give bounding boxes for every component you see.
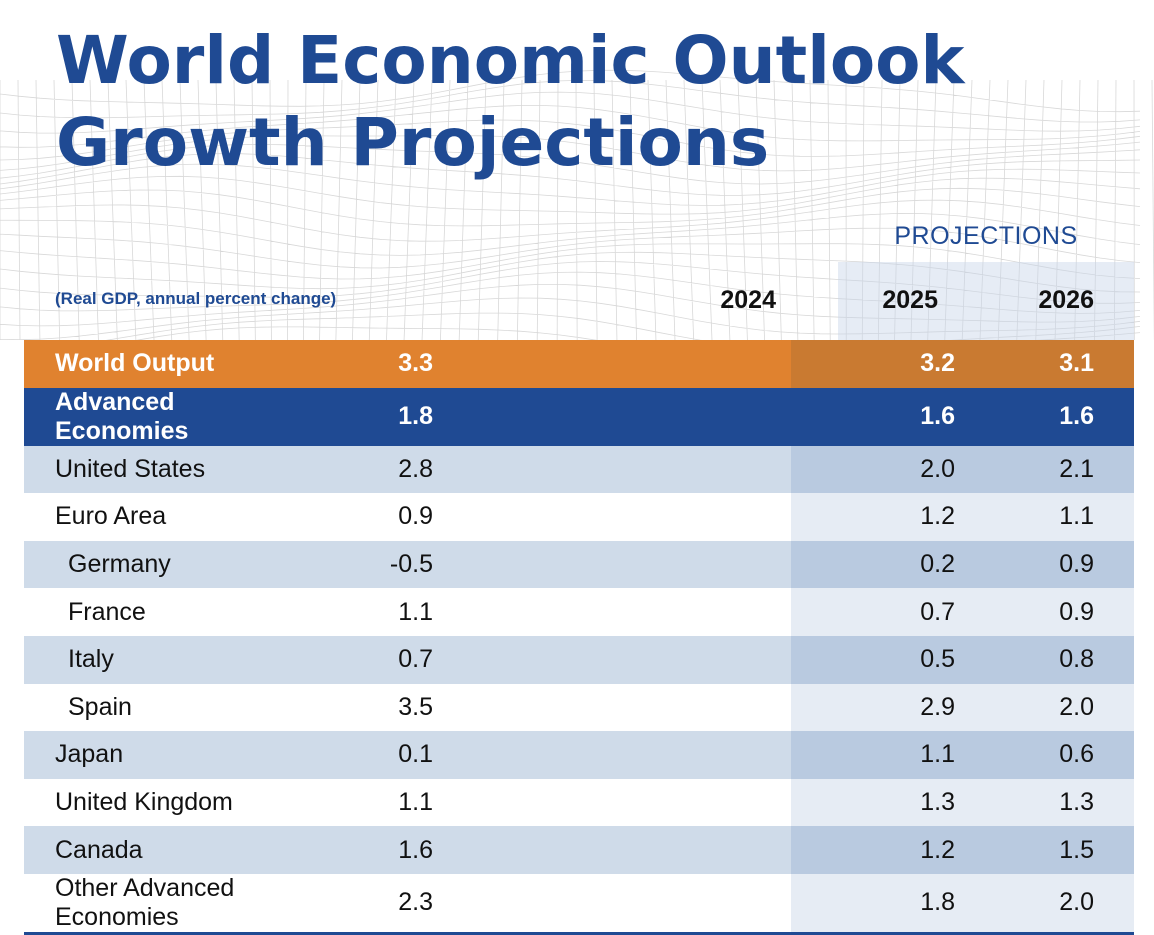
value-cell-2025: 0.7	[791, 588, 955, 636]
row-label: Canada	[24, 826, 303, 874]
value-cell-2025: 1.8	[791, 873, 955, 935]
value-cell-2024: 2.3	[303, 873, 791, 935]
value-cell-2024: 0.9	[303, 493, 791, 541]
table-row: Other Advanced Economies 2.3 1.8 2.0	[24, 873, 1134, 935]
growth-table: World Output 3.3 3.2 3.1 Advanced Economies 1…	[24, 340, 1134, 935]
value-cell-2025: 1.2	[791, 826, 955, 874]
row-label: France	[24, 588, 303, 636]
table-row: Euro Area 0.9 1.2 1.1	[24, 493, 1134, 541]
row-label: Euro Area	[24, 493, 303, 541]
table-subtitle: (Real GDP, annual percent change)	[55, 289, 337, 308]
year-header-2026: 2026	[1038, 286, 1094, 314]
value-cell-2024: 0.1	[303, 731, 791, 779]
projections-column-shade	[838, 262, 1134, 340]
value-cell-2024: 1.8	[303, 387, 791, 446]
value-cell-2025: 1.3	[791, 778, 955, 827]
value-cell-2024: 3.5	[303, 683, 791, 732]
row-label: Italy	[24, 635, 303, 684]
value-cell-2025: 0.2	[791, 540, 955, 589]
value-cell-2026: 1.1	[955, 493, 1134, 541]
row-label: Japan	[24, 731, 303, 779]
value-cell-2024: 0.7	[303, 635, 791, 684]
value-cell-2024: 1.6	[303, 826, 791, 874]
value-cell-2024: 1.1	[303, 778, 791, 827]
value-cell-2026: 1.6	[955, 387, 1134, 446]
row-label: Other Advanced Economies	[24, 873, 303, 935]
value-cell-2026: 2.0	[955, 683, 1134, 732]
row-label: United States	[24, 445, 303, 494]
value-cell-2026: 0.9	[955, 588, 1134, 636]
mesh-lines	[0, 69, 1154, 340]
value-cell-2026: 0.9	[955, 540, 1134, 589]
value-cell-2025: 1.2	[791, 493, 955, 541]
value-cell-2024: -0.5	[303, 540, 791, 589]
value-cell-2025: 1.6	[791, 387, 955, 446]
title-line-1: World Economic Outlook	[56, 22, 965, 99]
table-row: United States 2.8 2.0 2.1	[24, 445, 1134, 494]
row-label: Germany	[24, 540, 303, 589]
table-row: United Kingdom 1.1 1.3 1.3	[24, 778, 1134, 827]
value-cell-2026: 1.3	[955, 778, 1134, 827]
row-label: Spain	[24, 683, 303, 732]
year-header-2024: 2024	[720, 286, 776, 314]
table-row: Japan 0.1 1.1 0.6	[24, 731, 1134, 779]
value-cell-2026: 1.5	[955, 826, 1134, 874]
page-title: World Economic Outlook Growth Projection…	[56, 20, 964, 184]
row-label: United Kingdom	[24, 778, 303, 827]
value-cell-2025: 2.0	[791, 445, 955, 494]
value-cell-2026: 0.6	[955, 731, 1134, 779]
projections-label: PROJECTIONS	[894, 222, 1078, 250]
value-cell-2026: 3.1	[955, 340, 1134, 388]
value-cell-2024: 1.1	[303, 588, 791, 636]
wave-mesh-background	[0, 69, 1154, 340]
row-label: World Output	[24, 340, 303, 388]
year-header-2025: 2025	[882, 286, 938, 314]
title-line-2: Growth Projections	[56, 104, 770, 181]
value-cell-2026: 2.1	[955, 445, 1134, 494]
table-row: Spain 3.5 2.9 2.0	[24, 683, 1134, 732]
table-row: Germany -0.5 0.2 0.9	[24, 540, 1134, 589]
value-cell-2026: 2.0	[955, 873, 1134, 935]
value-cell-2024: 2.8	[303, 445, 791, 494]
table-row: Advanced Economies 1.8 1.6 1.6	[24, 387, 1134, 446]
table-row: France 1.1 0.7 0.9	[24, 588, 1134, 636]
row-label: Advanced Economies	[24, 387, 303, 446]
value-cell-2025: 1.1	[791, 731, 955, 779]
table-row: World Output 3.3 3.2 3.1	[24, 340, 1134, 388]
value-cell-2025: 0.5	[791, 635, 955, 684]
value-cell-2025: 3.2	[791, 340, 955, 388]
value-cell-2026: 0.8	[955, 635, 1134, 684]
value-cell-2025: 2.9	[791, 683, 955, 732]
table-row: Canada 1.6 1.2 1.5	[24, 826, 1134, 874]
value-cell-2024: 3.3	[303, 340, 791, 388]
table-row: Italy 0.7 0.5 0.8	[24, 635, 1134, 684]
